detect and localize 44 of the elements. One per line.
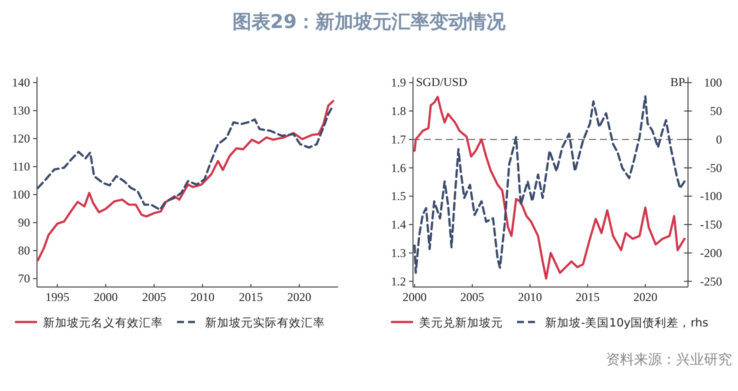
y-tick-label: 1.9	[391, 76, 406, 90]
x-tick-label: 2000	[94, 290, 118, 304]
x-tick-label: 2005	[142, 290, 166, 304]
y-tick-label: 100	[12, 188, 30, 202]
x-tick-label: 2015	[576, 290, 600, 304]
x-tick-label: 2005	[460, 290, 484, 304]
y-tick-label: 130	[12, 104, 30, 118]
y2-tick-label: 0	[716, 132, 722, 146]
y-tick-label: 110	[12, 160, 30, 174]
legend-label: 新加坡元实际有效汇率	[205, 316, 325, 330]
y-axis-title: SGD/USD	[416, 75, 468, 89]
x-tick-label: 2010	[518, 290, 542, 304]
y2-tick-label: -200	[700, 246, 722, 260]
y-tick-label: 140	[12, 76, 30, 90]
y-tick-label: 90	[18, 216, 30, 230]
y-tick-label: 1.6	[391, 160, 406, 175]
y2-tick-label: -100	[700, 189, 722, 204]
legend-label: 新加坡-美国10y国债利差，rhs	[545, 316, 708, 330]
y2-tick-label: -150	[700, 218, 722, 232]
y-tick-label: 1.2	[391, 274, 406, 288]
y-tick-label: 120	[12, 132, 30, 146]
x-tick-label: 2010	[190, 290, 214, 304]
text: 资料来源：兴业研究	[606, 352, 732, 368]
y-tick-label: 80	[18, 244, 30, 258]
y-tick-label: 70	[18, 272, 30, 286]
y-tick-label: 1.5	[391, 189, 406, 204]
x-tick-label: 2000	[402, 290, 427, 304]
y2-tick-label: -250	[700, 274, 722, 288]
legend-label: 美元兑新加坡元	[419, 316, 503, 330]
chart-title: 图表29：新加坡元汇率变动情况	[232, 11, 507, 33]
line-series	[36, 100, 334, 262]
y2-tick-label: 100	[704, 76, 722, 90]
y2-tick-label: 50	[710, 104, 722, 118]
legend-label: 新加坡元名义有效汇率	[43, 316, 163, 330]
x-tick-label: 1995	[45, 290, 70, 304]
x-tick-label: 2015	[238, 290, 263, 304]
y-tick-label: 1.8	[391, 104, 406, 118]
y2-tick-label: -50	[706, 160, 722, 175]
x-tick-label: 2020	[287, 290, 312, 304]
y2-axis-title: BP	[670, 75, 686, 89]
y-tick-label: 1.3	[391, 246, 406, 260]
x-tick-label: 2020	[633, 290, 658, 304]
y-tick-label: 1.4	[391, 218, 406, 232]
y-tick-label: 1.7	[391, 132, 406, 146]
